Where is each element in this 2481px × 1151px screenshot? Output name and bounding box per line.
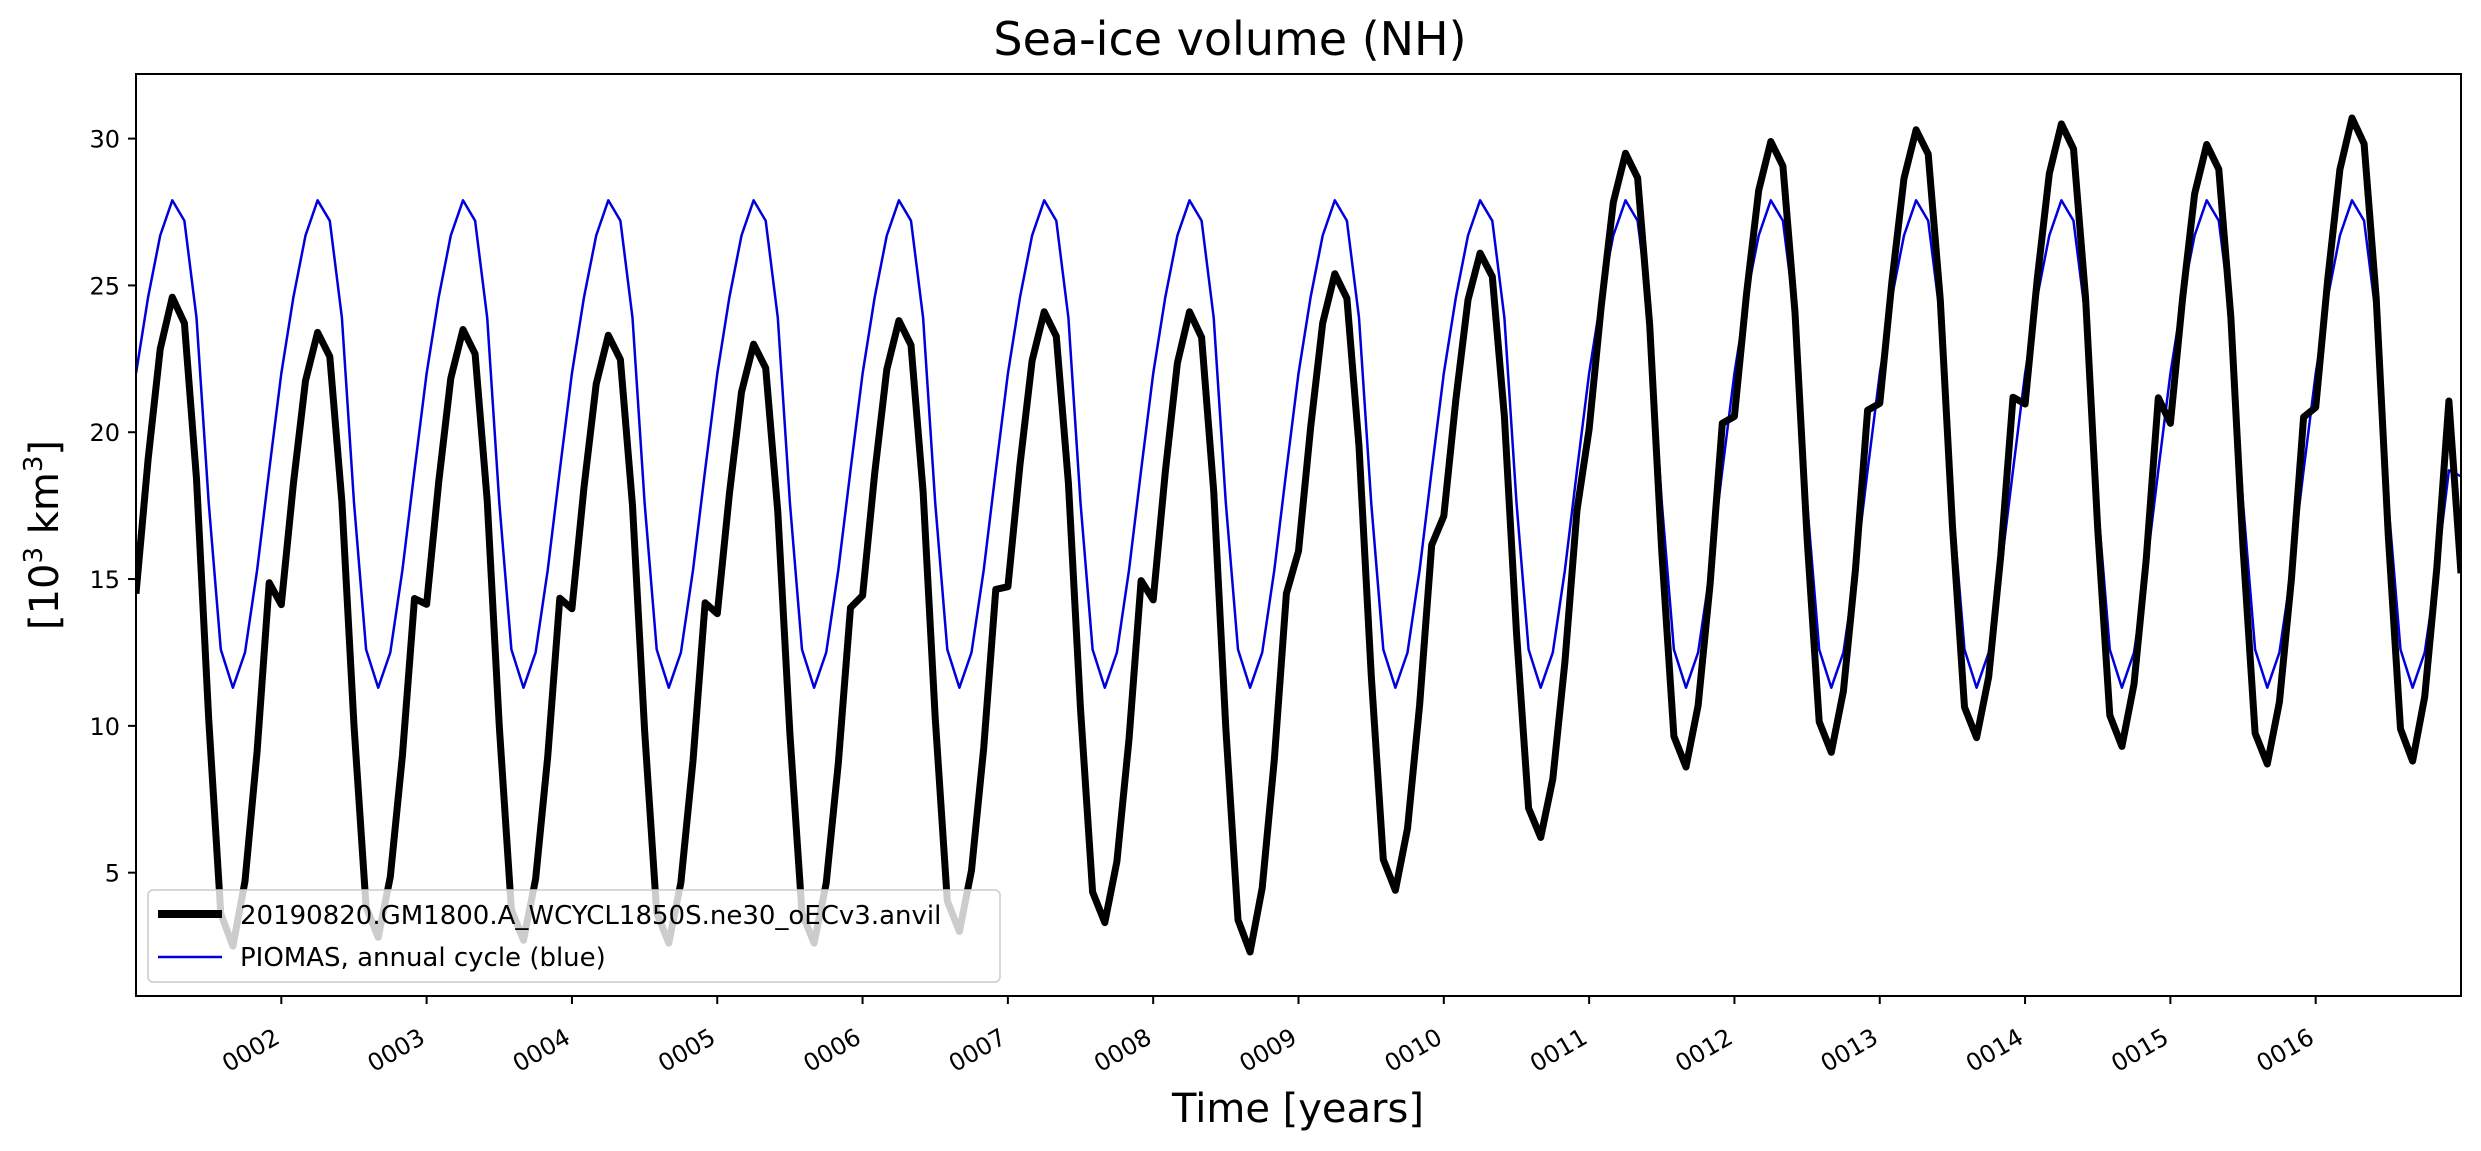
chart-title: Sea-ice volume (NH) (993, 12, 1466, 66)
x-axis-title: Time [years] (1171, 1086, 1424, 1132)
y-axis-title-base: [10 (22, 564, 68, 631)
y-tick-label: 15 (89, 566, 120, 594)
y-tick-label: 10 (89, 713, 120, 741)
y-axis: 5 10 15 20 25 30 (89, 126, 136, 888)
y-tick-label: 20 (89, 419, 120, 447)
y-tick-label: 25 (89, 272, 120, 300)
legend: 20190820.GM1800.A_WCYCL1850S.ne30_oECv3.… (147, 889, 1001, 983)
y-tick-label: 5 (105, 860, 120, 888)
y-axis-title-unit: km (22, 472, 68, 547)
y-axis-title: [103 km3] (19, 440, 68, 630)
y-axis-title-exp2: 3 (19, 456, 49, 473)
legend-box (147, 889, 1001, 983)
piomas-line (136, 199, 2461, 689)
legend-label-model: 20190820.GM1800.A_WCYCL1850S.ne30_oECv3.… (240, 901, 941, 931)
legend-label-piomas: PIOMAS, annual cycle (blue) (240, 943, 606, 973)
y-tick-label: 30 (89, 126, 120, 154)
y-axis-title-close: ] (22, 440, 68, 456)
y-axis-title-exp1: 3 (19, 547, 49, 564)
